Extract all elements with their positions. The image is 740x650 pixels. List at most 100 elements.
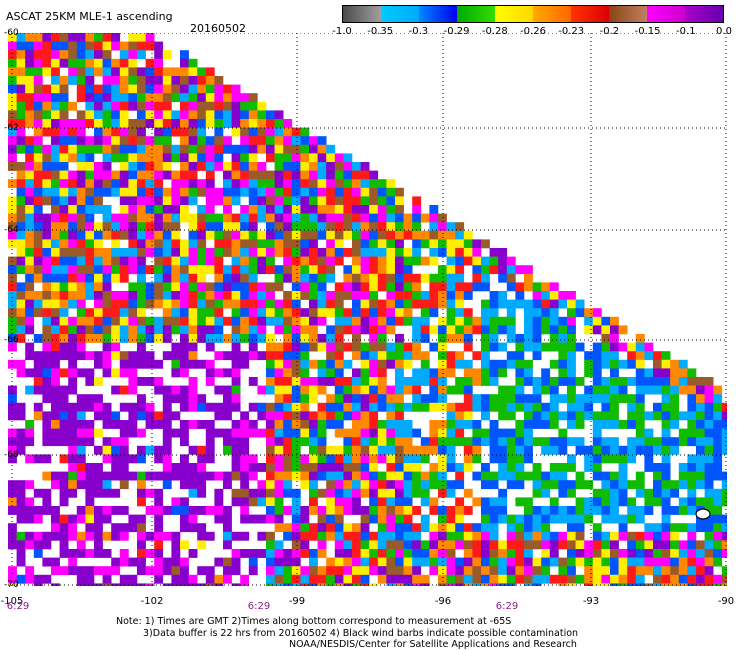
grid-cell — [326, 514, 336, 524]
grid-cell — [51, 308, 60, 318]
grid-cell — [326, 557, 336, 567]
grid-cell — [283, 437, 293, 447]
grid-cell — [25, 84, 35, 94]
grid-cell — [704, 480, 714, 490]
grid-cell — [567, 557, 576, 567]
grid-cell — [205, 230, 215, 240]
grid-cell — [248, 213, 258, 223]
grid-cell — [68, 402, 78, 412]
grid-cell — [171, 239, 181, 249]
grid-cell — [386, 420, 396, 429]
grid-cell — [33, 153, 43, 163]
grid-cell — [386, 248, 396, 257]
grid-cell — [274, 454, 284, 464]
grid-cell — [704, 377, 714, 386]
grid-cell — [635, 394, 645, 404]
grid-cell — [360, 394, 370, 404]
grid-cell — [567, 454, 576, 464]
grid-cell — [171, 531, 181, 541]
grid-cell — [309, 420, 318, 429]
grid-cell — [16, 41, 26, 51]
grid-cell — [644, 531, 654, 541]
grid-cell — [197, 334, 207, 343]
grid-cell — [119, 179, 129, 189]
grid-cell — [309, 162, 318, 171]
grid-cell — [42, 153, 52, 163]
grid-cell — [180, 308, 189, 318]
grid-cell — [360, 248, 370, 257]
grid-cell — [171, 540, 181, 550]
grid-cell — [403, 377, 413, 386]
grid-cell — [240, 110, 250, 120]
grid-cell — [326, 342, 336, 352]
grid-cell — [171, 566, 181, 576]
grid-cell — [94, 84, 103, 94]
grid-cell — [653, 497, 662, 507]
grid-cell — [180, 136, 189, 146]
grid-cell — [352, 394, 361, 404]
grid-cell — [721, 540, 727, 550]
grid-cell — [489, 359, 499, 369]
grid-cell — [412, 428, 422, 438]
grid-cell — [119, 256, 129, 266]
grid-cell — [463, 256, 473, 266]
grid-cell — [128, 291, 138, 300]
grid-cell — [76, 471, 86, 481]
grid-cell — [188, 222, 198, 232]
grid-cell — [584, 385, 594, 395]
grid-cell — [188, 359, 198, 369]
grid-cell — [240, 514, 250, 524]
grid-cell — [498, 540, 508, 550]
grid-cell — [102, 402, 112, 412]
grid-cell — [162, 84, 172, 94]
grid-cell — [111, 58, 121, 68]
grid-cell — [119, 549, 129, 558]
lon-label: -102 — [140, 596, 164, 607]
grid-cell — [68, 377, 78, 386]
grid-cell — [137, 394, 146, 404]
grid-cell — [59, 540, 69, 550]
grid-cell — [137, 84, 146, 94]
grid-cell — [171, 84, 181, 94]
grid-cell — [463, 291, 473, 300]
grid-cell — [438, 523, 447, 533]
grid-cell — [386, 187, 396, 197]
grid-cell — [205, 445, 215, 455]
grid-cell — [188, 480, 198, 490]
grid-cell — [687, 463, 697, 472]
grid-cell — [205, 213, 215, 223]
grid-cell — [76, 213, 86, 223]
grid-cell — [524, 557, 533, 567]
grid-cell — [231, 248, 241, 257]
grid-cell — [188, 549, 198, 558]
grid-cell — [51, 170, 60, 180]
grid-cell — [68, 136, 78, 146]
grid-cell — [326, 162, 336, 171]
grid-cell — [128, 187, 138, 197]
grid-cell — [128, 402, 138, 412]
grid-cell — [627, 506, 637, 515]
grid-cell — [696, 523, 705, 533]
grid-cell — [51, 230, 60, 240]
grid-cell — [16, 402, 26, 412]
grid-cell — [180, 540, 189, 550]
grid-cell — [575, 557, 585, 567]
grid-cell — [68, 531, 78, 541]
grid-cell — [51, 84, 60, 94]
grid-cell — [85, 58, 95, 68]
grid-cell — [343, 213, 353, 223]
grid-cell — [377, 531, 387, 541]
grid-cell — [644, 437, 654, 447]
grid-cell — [25, 205, 35, 214]
grid-cell — [369, 463, 379, 472]
grid-cell — [180, 213, 189, 223]
grid-cell — [180, 557, 189, 567]
grid-cell — [197, 248, 207, 257]
grid-cell — [506, 325, 516, 335]
grid-cell — [412, 213, 422, 223]
grid-cell — [94, 540, 103, 550]
grid-cell — [68, 50, 78, 60]
grid-cell — [231, 110, 241, 120]
grid-cell — [137, 50, 146, 60]
grid-cell — [472, 273, 482, 283]
